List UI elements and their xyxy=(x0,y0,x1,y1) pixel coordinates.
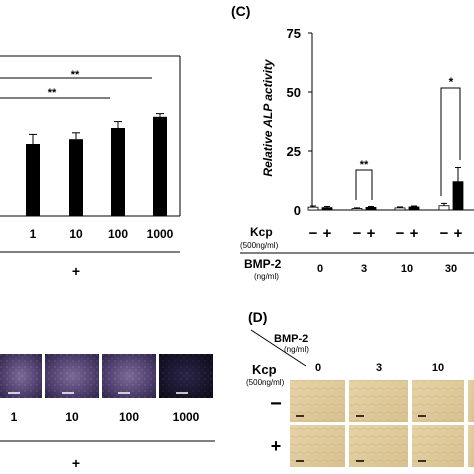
panel-c-kcp-plus-2: + xyxy=(367,225,376,242)
panel-c-bar-plus-4 xyxy=(452,181,464,211)
panel-b-x-tick-label: 100 xyxy=(108,227,128,241)
panel-b-x-tick-labels: 1 10 100 1000 xyxy=(30,227,174,241)
panel-c-bar-minus-1 xyxy=(307,206,319,211)
panel-d-kcp-sub: (500ng/ml) xyxy=(246,378,285,387)
panel-c-kcp-minus-2: − xyxy=(353,225,362,242)
panel-b-x-tick-label: 10 xyxy=(69,227,83,241)
panel-c-bar-plus-2 xyxy=(365,207,377,211)
panel-c-bmp-dose: 10 xyxy=(401,263,413,275)
panel-c-y-tick-label: 75 xyxy=(287,26,301,41)
panel-c-bmp-dose: 0 xyxy=(317,263,323,275)
panel-c: (C) Relative ALP activity 0 25 50 75 ** * K… xyxy=(231,3,474,281)
panel-bottom-left-label: 10 xyxy=(65,410,79,424)
panel-b: ** ** 1 10 100 1000 + xyxy=(0,55,181,279)
panel-d-bmp-sub: (ng/ml) xyxy=(284,345,309,354)
panel-c-bmp-dose: 30 xyxy=(445,263,457,275)
panel-bottom-left: 1 10 100 1000 + xyxy=(0,354,215,471)
panel-b-bmp-sign: + xyxy=(72,263,80,279)
panel-d-row-label-plus: + xyxy=(271,436,282,456)
panel-b-bar-1 xyxy=(26,144,40,216)
panel-bottom-left-label: 1000 xyxy=(173,410,200,424)
panel-c-bar-minus-2 xyxy=(351,208,363,211)
panel-c-kcp-plus-1: + xyxy=(323,225,332,242)
panel-c-kcp-label: Kcp xyxy=(250,225,273,239)
panel-c-kcp-minus-1: − xyxy=(309,225,318,242)
panel-c-bars xyxy=(307,167,464,211)
panel-c-y-tick-label: 50 xyxy=(287,85,301,100)
panel-b-bars xyxy=(26,113,167,216)
panel-c-y-tick-label: 0 xyxy=(294,203,301,218)
panel-c-bar-plus-1 xyxy=(321,207,333,211)
panel-d-column-label: 10 xyxy=(432,362,444,374)
panel-c-bar-minus-3 xyxy=(394,207,406,211)
panel-d-label: (D) xyxy=(248,309,267,325)
panel-c-sig-bracket-1 xyxy=(355,169,373,200)
panel-c-kcp-sub: (500ng/ml) xyxy=(240,241,279,250)
panel-c-kcp-plus-4: + xyxy=(454,225,463,242)
panel-d-bmp-label: BMP-2 xyxy=(274,333,308,345)
panel-c-y-axis-label: Relative ALP activity xyxy=(261,58,275,176)
panel-d-column-labels: 0 3 10 xyxy=(315,362,444,374)
panel-c-sig-2: * xyxy=(449,75,454,89)
panel-b-bar-2 xyxy=(69,139,83,216)
panel-d: (D) BMP-2 (ng/ml) Kcp (500ng/ml) 0 3 10 − … xyxy=(246,309,474,467)
panel-c-kcp-signs: − + − + − + − + xyxy=(309,225,463,242)
panel-d-column-label: 3 xyxy=(376,362,382,374)
panel-b-x-tick-label: 1 xyxy=(30,227,37,241)
panel-c-bmp-doses: 0 3 10 30 xyxy=(317,263,457,275)
panel-c-sig-1: ** xyxy=(360,159,369,171)
panel-bottom-left-labels: 1 10 100 1000 xyxy=(11,410,200,424)
panel-bottom-left-bmp-sign: + xyxy=(72,455,80,471)
panel-c-sig-bracket-2 xyxy=(440,87,461,196)
cell-image-r2c4 xyxy=(468,425,474,467)
panel-c-label: (C) xyxy=(231,3,250,19)
panel-b-sig-1: ** xyxy=(71,69,80,81)
panel-c-y-ticks: 0 25 50 75 xyxy=(287,26,312,218)
panel-b-sig-2: ** xyxy=(48,87,57,99)
panel-bottom-left-label: 1 xyxy=(11,410,18,424)
panel-d-kcp-label: Kcp xyxy=(252,362,277,377)
panel-c-bmp-dose: 3 xyxy=(361,263,367,275)
cell-image-r1c4 xyxy=(468,380,474,422)
panel-b-bar-4 xyxy=(153,116,167,216)
panel-b-x-tick-label: 1000 xyxy=(147,227,174,241)
panel-b-bar-3 xyxy=(111,128,125,216)
panel-c-kcp-plus-3: + xyxy=(410,225,419,242)
panel-c-bar-plus-3 xyxy=(408,206,420,211)
panel-c-bmp-sub: (ng/ml) xyxy=(254,272,279,281)
panel-c-kcp-minus-3: − xyxy=(396,225,405,242)
panel-d-row-label-minus: − xyxy=(270,393,282,415)
panel-c-bmp-label: BMP-2 xyxy=(244,257,282,271)
panel-d-header-diagonal xyxy=(250,329,307,367)
panel-c-bar-minus-4 xyxy=(438,205,450,211)
panel-c-kcp-minus-4: − xyxy=(440,225,449,242)
panel-bottom-left-label: 100 xyxy=(119,410,139,424)
panel-d-column-label: 0 xyxy=(315,362,321,374)
panel-c-y-tick-label: 25 xyxy=(287,144,301,159)
